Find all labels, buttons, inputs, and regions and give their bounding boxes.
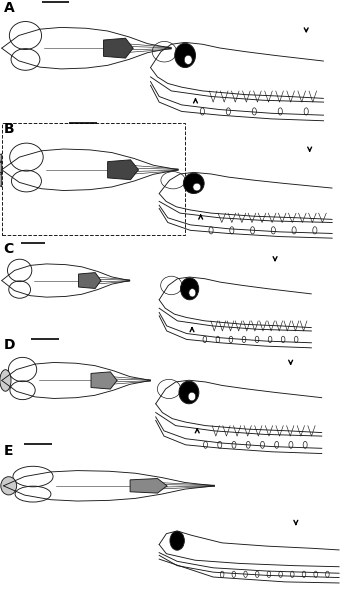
Ellipse shape — [184, 55, 192, 64]
Ellipse shape — [0, 370, 11, 391]
Ellipse shape — [183, 173, 204, 194]
Text: A: A — [3, 1, 14, 15]
Ellipse shape — [1, 477, 17, 495]
Polygon shape — [130, 479, 167, 493]
Ellipse shape — [189, 288, 196, 297]
Ellipse shape — [188, 393, 196, 401]
Polygon shape — [91, 372, 117, 389]
Ellipse shape — [170, 531, 184, 550]
Ellipse shape — [175, 43, 195, 67]
Polygon shape — [0, 154, 2, 187]
Polygon shape — [108, 160, 138, 179]
Polygon shape — [79, 273, 101, 288]
Text: B: B — [3, 122, 14, 135]
Text: E: E — [3, 444, 13, 458]
Ellipse shape — [179, 381, 199, 404]
Ellipse shape — [181, 278, 199, 300]
Ellipse shape — [193, 183, 201, 191]
Text: C: C — [3, 242, 14, 256]
Text: D: D — [3, 338, 15, 352]
Polygon shape — [103, 38, 133, 58]
